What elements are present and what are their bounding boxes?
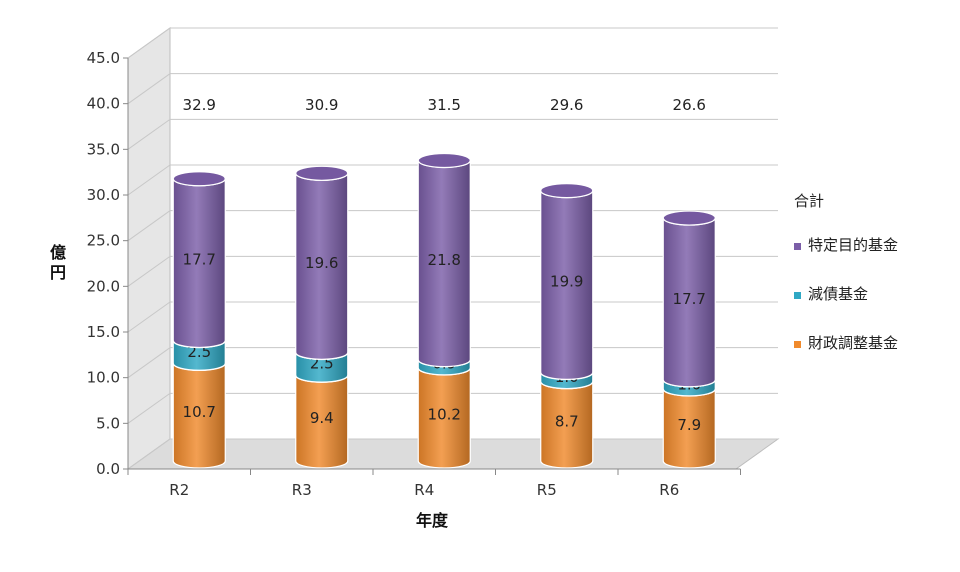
bar-stack-r6: 7.91.017.726.6 [662, 96, 716, 469]
total-label: 29.6 [550, 96, 583, 114]
x-axis-ticks: R2 R3 R4 R5 R6 [127, 468, 741, 499]
x-axis-title: 年度 [416, 511, 449, 530]
gridline [127, 118, 778, 150]
legend-label: 財政調整基金 [808, 334, 898, 352]
bar-stack-r5: 8.71.019.929.6 [540, 96, 594, 469]
data-label: 19.6 [305, 254, 338, 272]
y-tick-label: 20.0 [87, 277, 120, 295]
y-axis-title: 億円 [50, 243, 66, 282]
bar-top [172, 171, 226, 187]
gridline [127, 27, 778, 59]
legend-swatch [794, 341, 801, 348]
x-tick-label: R3 [292, 481, 312, 499]
legend-swatch [794, 243, 801, 250]
bar-stack-r2: 10.72.517.732.9 [172, 96, 226, 469]
y-tick-label: 0.0 [96, 460, 120, 478]
gridline [127, 164, 778, 196]
data-label: 10.2 [428, 405, 461, 423]
y-tick-label: 30.0 [87, 186, 120, 204]
data-label: 17.7 [673, 290, 706, 308]
y-tick-label: 25.0 [87, 232, 120, 250]
total-label: 32.9 [183, 96, 216, 114]
y-tick-label: 45.0 [87, 49, 120, 67]
data-label: 8.7 [555, 412, 579, 430]
bar-stack-r4: 10.20.921.831.5 [417, 96, 471, 469]
data-label: 19.9 [550, 273, 583, 291]
data-label: 7.9 [677, 416, 701, 434]
x-tick-label: R2 [169, 481, 189, 499]
y-tick-label: 35.0 [87, 140, 120, 158]
y-tick-label: 10.0 [87, 369, 120, 387]
side-wall [127, 27, 171, 470]
legend-label: 特定目的基金 [808, 236, 898, 254]
total-label: 26.6 [673, 96, 706, 114]
total-label: 30.9 [305, 96, 338, 114]
x-tick-label: R6 [659, 481, 679, 499]
x-tick-label: R5 [537, 481, 557, 499]
total-label: 31.5 [428, 96, 461, 114]
bar-stack-r3: 9.42.519.630.9 [295, 96, 349, 469]
bar-top [662, 210, 716, 226]
bars: 10.72.517.732.99.42.519.630.910.20.921.8… [172, 96, 716, 469]
bar-top [417, 152, 471, 169]
data-label: 9.4 [310, 409, 334, 427]
data-label: 21.8 [428, 251, 461, 269]
x-tick-label: R4 [414, 481, 434, 499]
data-label: 10.7 [183, 403, 216, 421]
y-tick-label: 40.0 [87, 95, 120, 113]
y-tick-label: 5.0 [96, 414, 120, 432]
legend-title: 合計 [794, 192, 824, 210]
gridline [127, 73, 778, 105]
y-axis-ticks: 0.0 5.0 10.0 15.0 20.0 25.0 30.0 35.0 40.0 45.0 [87, 49, 129, 478]
legend-swatch [794, 292, 801, 299]
bar-top [540, 183, 594, 199]
legend-label: 減債基金 [808, 285, 868, 303]
y-tick-label: 15.0 [87, 323, 120, 341]
bar-top [295, 165, 349, 181]
data-label: 17.7 [183, 251, 216, 269]
